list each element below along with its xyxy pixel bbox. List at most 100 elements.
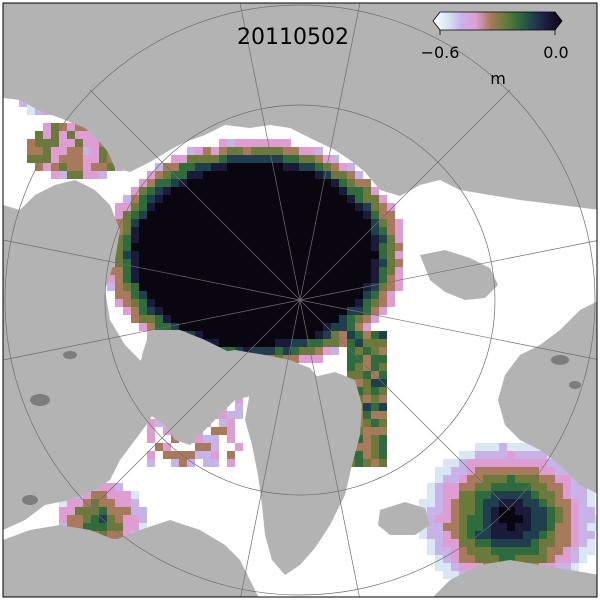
grid-cell — [251, 259, 259, 267]
grid-cell — [155, 211, 163, 219]
meridian-line — [299, 299, 511, 511]
grid-cell — [283, 275, 291, 283]
grid-cell — [267, 195, 275, 203]
grid-cell — [227, 163, 235, 171]
grid-cell — [275, 307, 283, 315]
grid-cell — [219, 171, 227, 179]
grid-cell — [155, 171, 163, 179]
grid-cell — [195, 259, 203, 267]
grid-cell — [483, 451, 491, 459]
grid-cell — [195, 443, 203, 451]
grid-cell — [115, 499, 123, 507]
grid-cell — [67, 131, 75, 139]
grid-cell — [251, 195, 259, 203]
grid-cell — [27, 107, 35, 115]
grid-cell — [243, 275, 251, 283]
grid-cell — [203, 267, 211, 275]
grid-cell — [459, 507, 467, 515]
grid-cell — [443, 515, 451, 523]
grid-cell — [555, 531, 563, 539]
grid-cell — [259, 283, 267, 291]
grid-cell — [307, 323, 315, 331]
grid-cell — [147, 219, 155, 227]
grid-cell — [499, 539, 507, 547]
grid-cell — [211, 299, 219, 307]
grid-cell — [491, 507, 499, 515]
grid-cell — [219, 139, 227, 147]
grid-cell — [371, 291, 379, 299]
grid-cell — [307, 155, 315, 163]
grid-cell — [171, 283, 179, 291]
grid-cell — [571, 523, 579, 531]
grid-cell — [539, 451, 547, 459]
grid-cell — [155, 259, 163, 267]
grid-cell — [483, 491, 491, 499]
land-europe-bottom — [433, 560, 597, 597]
grid-cell — [331, 155, 339, 163]
grid-cell — [459, 491, 467, 499]
grid-cell — [91, 155, 99, 163]
grid-cell — [451, 483, 459, 491]
grid-cell — [187, 251, 195, 259]
grid-cell — [259, 219, 267, 227]
grid-cell — [331, 339, 339, 347]
grid-cell — [163, 171, 171, 179]
grid-cell — [459, 547, 467, 555]
grid-cell — [179, 259, 187, 267]
grid-cell — [323, 251, 331, 259]
grid-cell — [187, 171, 195, 179]
grid-cell — [163, 227, 171, 235]
grid-cell — [315, 211, 323, 219]
land-svalbard — [420, 250, 498, 300]
grid-cell — [51, 139, 59, 147]
grid-cell — [275, 139, 283, 147]
grid-cell — [227, 235, 235, 243]
grid-cell — [283, 299, 291, 307]
grid-cell — [275, 187, 283, 195]
grid-cell — [539, 475, 547, 483]
grid-cell — [227, 171, 235, 179]
grid-cell — [291, 339, 299, 347]
grid-cell — [131, 235, 139, 243]
grid-cell — [75, 131, 83, 139]
grid-cell — [259, 347, 267, 355]
grid-cell — [67, 171, 75, 179]
grid-cell — [579, 539, 587, 547]
grid-cell — [355, 195, 363, 203]
grid-cell — [363, 179, 371, 187]
grid-cell — [483, 467, 491, 475]
grid-cell — [427, 491, 435, 499]
grid-cell — [155, 235, 163, 243]
grid-cell — [515, 531, 523, 539]
grid-cell — [363, 411, 371, 419]
meridian-line — [240, 299, 301, 597]
grid-cell — [51, 155, 59, 163]
grid-cell — [363, 251, 371, 259]
grid-cell — [475, 515, 483, 523]
lake-5 — [569, 381, 581, 389]
grid-cell — [555, 483, 563, 491]
grid-cell — [587, 507, 595, 515]
grid-cell — [363, 307, 371, 315]
grid-cell — [243, 291, 251, 299]
grid-cell — [115, 219, 123, 227]
grid-cell — [395, 267, 403, 275]
grid-cell — [507, 531, 515, 539]
grid-cell — [155, 299, 163, 307]
grid-cell — [347, 187, 355, 195]
grid-cell — [555, 491, 563, 499]
grid-cell — [19, 99, 27, 107]
grid-cell — [219, 195, 227, 203]
grid-cell — [147, 451, 155, 459]
grid-cell — [371, 403, 379, 411]
grid-cell — [227, 243, 235, 251]
grid-cell — [211, 227, 219, 235]
grid-cell — [235, 299, 243, 307]
grid-cell — [235, 147, 243, 155]
grid-cell — [107, 507, 115, 515]
grid-cell — [547, 467, 555, 475]
colorbar: −0.6 0.0 m — [421, 11, 569, 88]
grid-cell — [283, 203, 291, 211]
grid-cell — [387, 299, 395, 307]
grid-cell — [219, 235, 227, 243]
